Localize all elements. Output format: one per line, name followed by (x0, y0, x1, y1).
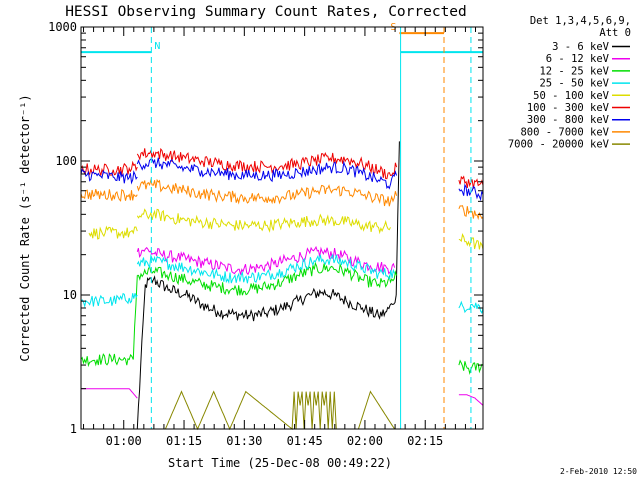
x-axis-label: Start Time (25-Dec-08 00:49:22) (168, 456, 392, 470)
legend-item-label: 12 - 25 keV (539, 65, 609, 77)
x-tick-label: 02:00 (347, 434, 383, 448)
series-line-6-1 (136, 157, 398, 190)
y-axis-label: Corrected Count Rate (s⁻¹ detector⁻¹) (18, 94, 32, 361)
legend-item-label: 800 - 7000 keV (520, 126, 609, 138)
series-line-2-1 (132, 275, 138, 360)
legend-item-label: 100 - 300 keV (527, 102, 610, 114)
x-tick-label: 02:15 (407, 434, 443, 448)
y-tick-label: 1 (70, 422, 77, 436)
x-tick-label: 01:30 (226, 434, 262, 448)
series-line-6-0 (80, 168, 138, 185)
series-line-7-1 (136, 178, 398, 207)
series-line-7-0 (80, 188, 138, 202)
series-line-2-0 (80, 353, 134, 368)
series-line-5-1 (136, 147, 398, 180)
y-tick-label: 100 (55, 154, 77, 168)
plot-frame (80, 26, 484, 430)
legend-item-label: 7000 - 20000 keV (508, 139, 610, 151)
y-tick-label: 1000 (48, 20, 77, 34)
plot-area: N S 1 10 100 1000 01:00 01:15 01:30 01:45 02:00 02:… (48, 20, 484, 448)
flag-label-n: N (154, 41, 160, 52)
legend-header: Det 1,3,4,5,6,9, (530, 15, 631, 27)
legend-item-label: 300 - 800 keV (527, 114, 610, 126)
x-tick-label: 01:45 (287, 434, 323, 448)
series-line-2-2 (137, 261, 398, 296)
series-line-4-1 (136, 208, 391, 235)
legend-item-label: 25 - 50 keV (539, 78, 609, 90)
legend-header: Att 0 (599, 27, 631, 39)
chart-title: HESSI Observing Summary Count Rates, Cor… (65, 4, 467, 20)
series-line-3-1 (136, 253, 396, 285)
legend-item-label: 6 - 12 keV (546, 53, 610, 65)
series-line-0-1 (395, 141, 400, 296)
series-3 (80, 253, 484, 314)
x-tick-label: 01:15 (166, 434, 202, 448)
x-tick-label: 01:00 (106, 434, 142, 448)
legend-item-label: 50 - 100 keV (533, 90, 610, 102)
series-line-4-0 (88, 225, 138, 240)
flag-label-s: S (390, 22, 396, 33)
series-line-1-1 (136, 245, 396, 276)
series-1 (81, 245, 484, 406)
y-tick-label: 10 (63, 288, 77, 302)
series-line-1-2 (458, 394, 484, 406)
series-line-3-0 (80, 292, 138, 309)
footer-timestamp: 2-Feb-2010 12:50 (560, 467, 637, 476)
series-line-1-0 (81, 388, 138, 399)
legend-item-label: 3 - 6 keV (552, 41, 610, 53)
series-line-3-2 (458, 300, 484, 314)
